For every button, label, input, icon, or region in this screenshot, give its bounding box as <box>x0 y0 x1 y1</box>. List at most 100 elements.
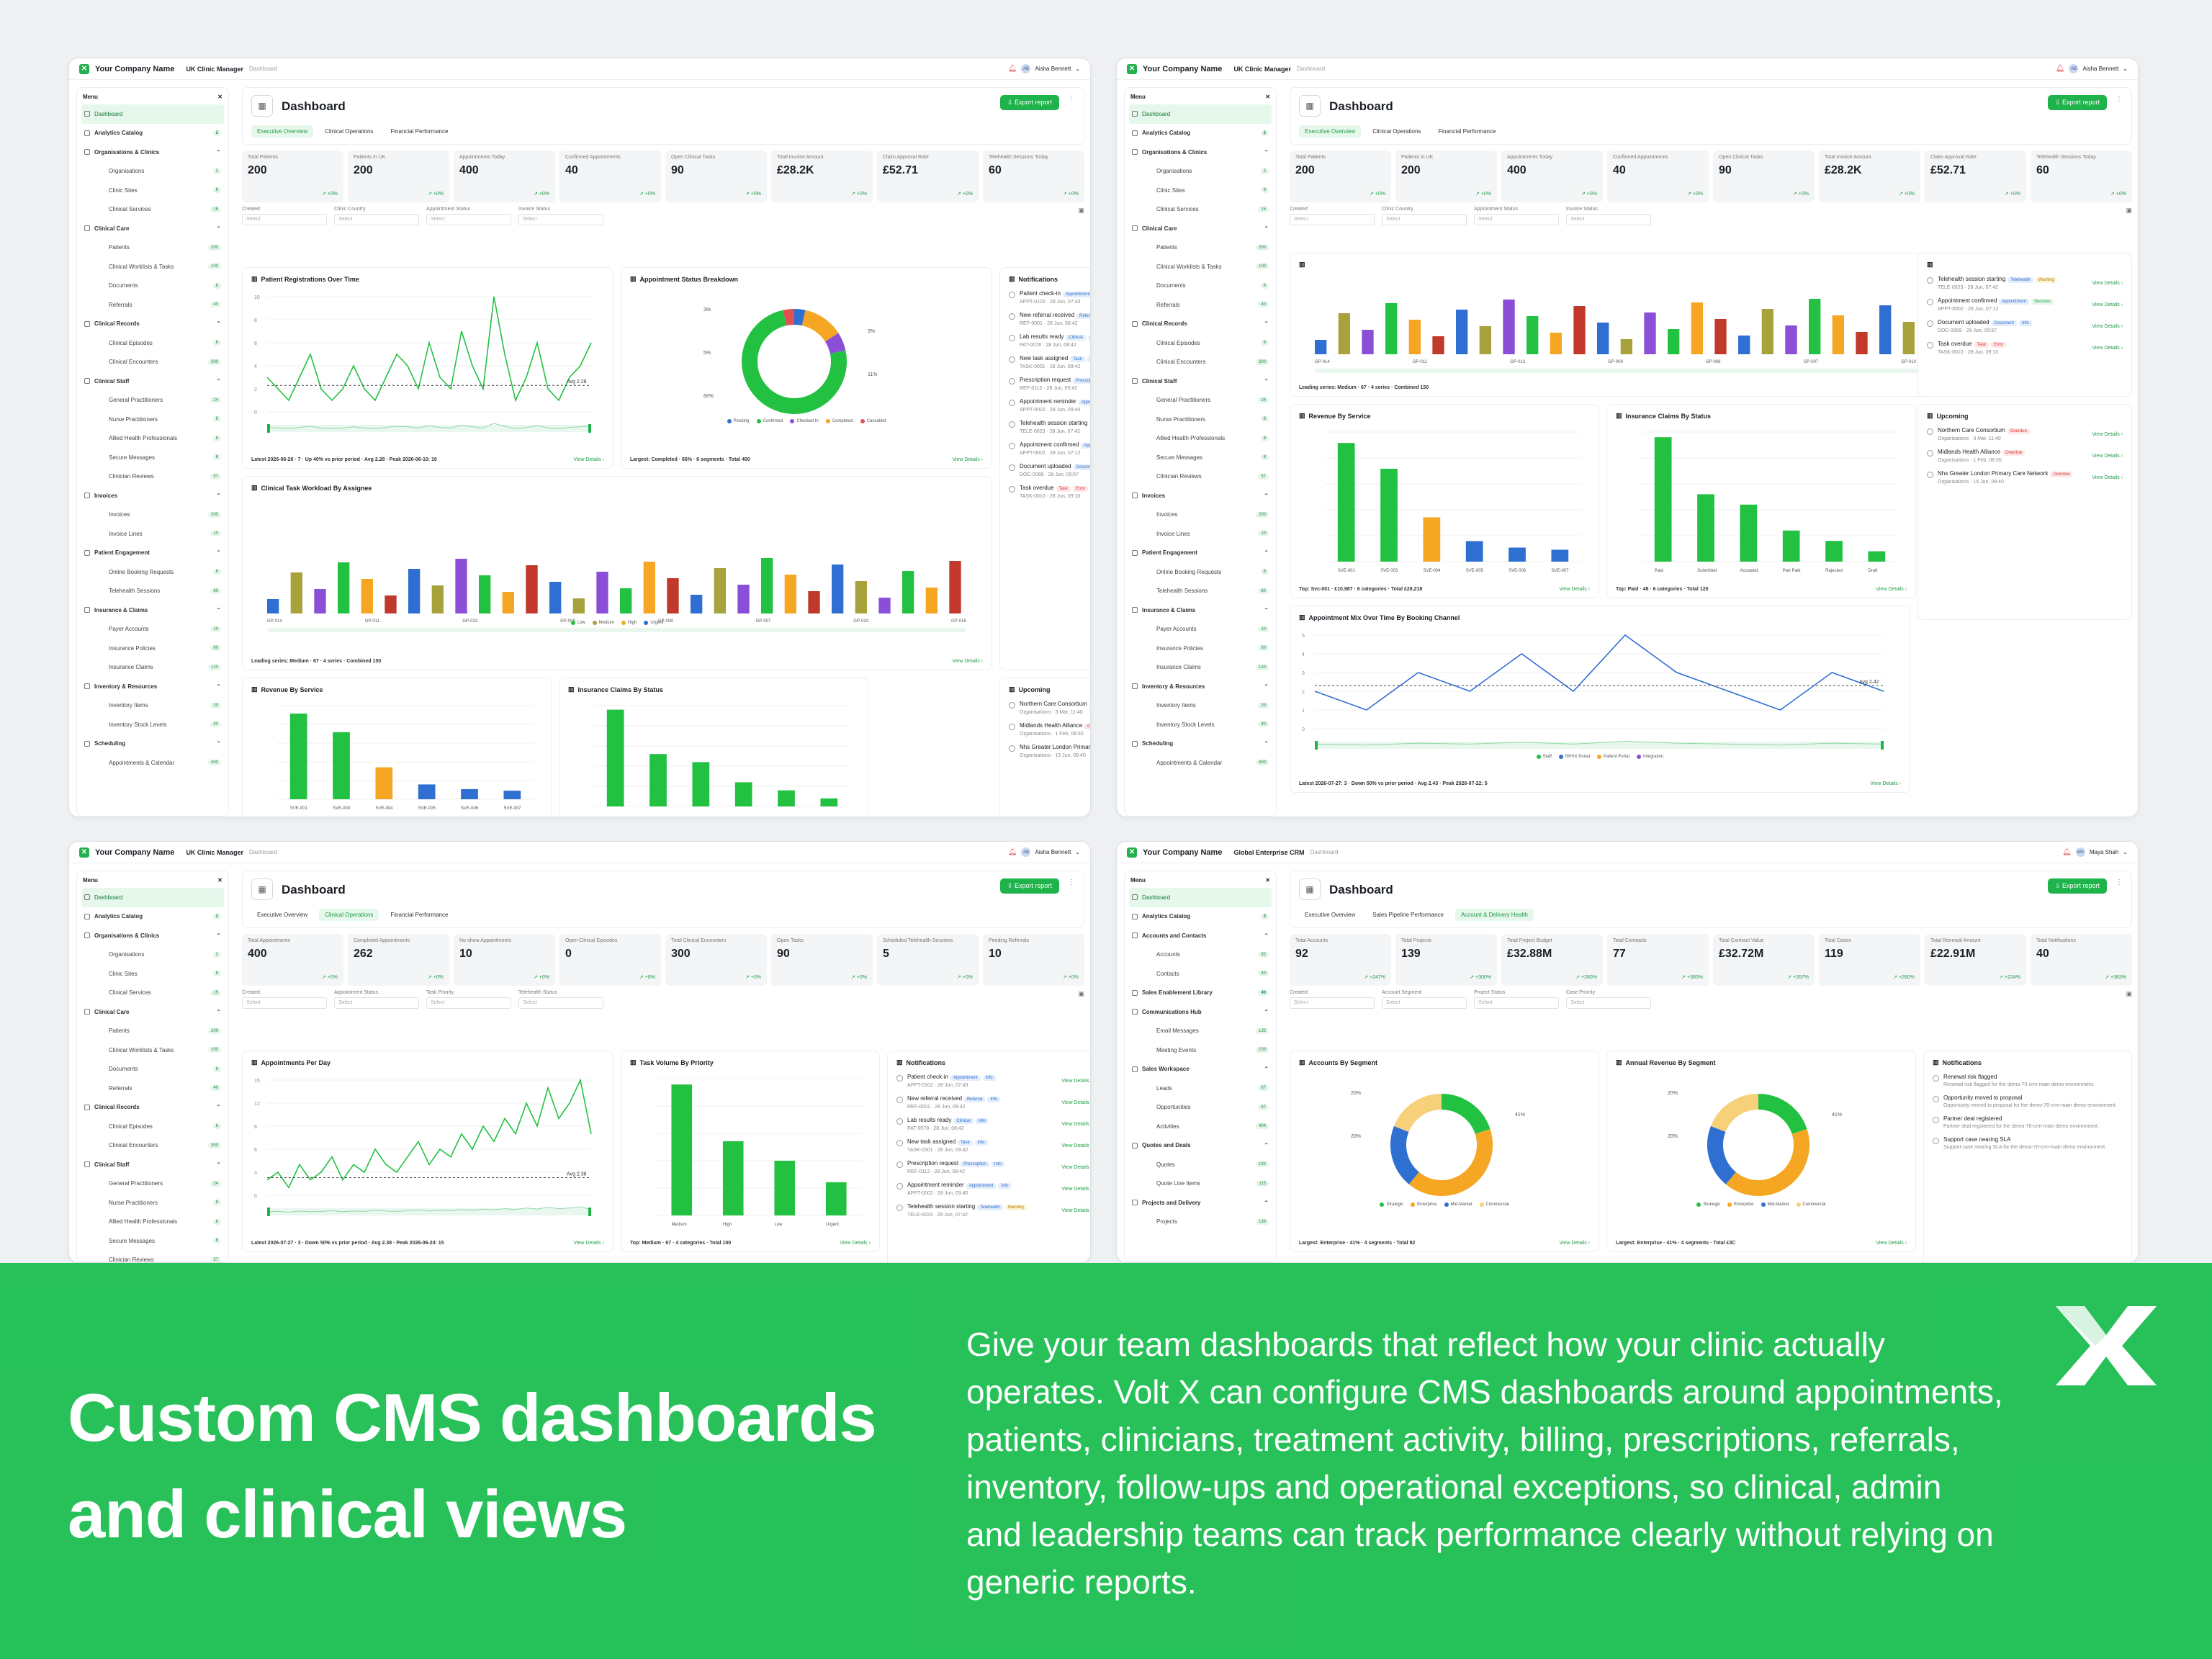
view-details-link[interactable]: View Details › <box>1559 587 1590 592</box>
filter-select[interactable]: Select <box>426 997 511 1009</box>
filter-field[interactable]: Created Select <box>242 990 327 1009</box>
chevron-up-icon[interactable]: ⌃ <box>1264 932 1269 939</box>
sidebar-item[interactable]: Organisations & Clinics ⌃ <box>81 926 224 945</box>
sidebar-item[interactable]: Insurance Claims 120 <box>81 658 224 678</box>
view-details-link[interactable]: View Details › <box>573 457 604 462</box>
kpi-card[interactable]: Pending Referrals 10 ↗ +0% <box>983 934 1084 986</box>
view-details-link[interactable]: View Details › <box>2092 323 2123 329</box>
sidebar-item[interactable]: Referrals 40 <box>1129 295 1272 315</box>
sidebar-item[interactable]: Email Messages 135 <box>1129 1022 1272 1041</box>
sidebar-item[interactable]: Nurse Practitioners 8 <box>81 410 224 429</box>
sidebar-item[interactable]: Patients 200 <box>1129 238 1272 258</box>
sidebar-item[interactable]: Accounts and Contacts ⌃ <box>1129 926 1272 945</box>
tab[interactable]: Sales Pipeline Performance <box>1372 912 1444 918</box>
workspace-name[interactable]: Global Enterprise CRM <box>1233 848 1305 856</box>
chevron-down-icon[interactable]: ⌄ <box>1075 849 1080 855</box>
sidebar-item[interactable]: Dashboard <box>81 104 224 124</box>
sidebar-item[interactable]: Organisations & Clinics ⌃ <box>1129 143 1272 162</box>
sidebar-item[interactable]: Secure Messages 8 <box>81 1231 224 1251</box>
export-report-button[interactable]: ⇩ Export report <box>999 95 1059 110</box>
filter-select[interactable]: Select <box>242 214 327 225</box>
export-report-button[interactable]: ⇩ Export report <box>2047 95 2107 110</box>
kpi-card[interactable]: Total Accounts 92 ↗ +247% <box>1290 934 1391 986</box>
sidebar-item[interactable]: Clinician Reviews 57 <box>81 1251 224 1262</box>
kpi-card[interactable]: Total Project Budget £32.88M ↗ +280% <box>1501 934 1603 986</box>
calendar-icon[interactable]: ▣ <box>2126 207 2132 214</box>
sidebar-item[interactable]: Insurance & Claims ⌃ <box>81 601 224 620</box>
notification-bell-icon[interactable]: 🔔︎ <box>2055 65 2065 73</box>
export-report-button[interactable]: ⇩ Export report <box>999 878 1059 894</box>
filter-field[interactable]: Created Select <box>242 207 327 225</box>
sidebar-item[interactable]: General Practitioners 24 <box>81 391 224 410</box>
tab[interactable]: Executive Overview <box>251 125 314 138</box>
sidebar-item[interactable]: Nurse Practitioners 8 <box>1129 410 1272 429</box>
kpi-card[interactable]: Total Projects 139 ↗ +300% <box>1395 934 1497 986</box>
sidebar-item[interactable]: Organisations 2 <box>81 945 224 965</box>
filter-field[interactable]: Case Priority Select <box>1566 990 1651 1009</box>
legend-item[interactable]: Mid-Market <box>1761 1202 1789 1207</box>
notification-item[interactable]: Support case nearing SLA Support case nea… <box>1933 1136 2123 1150</box>
breadcrumb[interactable]: Dashboard <box>248 66 278 72</box>
view-details-link[interactable]: View Details › <box>1559 1241 1590 1246</box>
sidebar-item[interactable]: Invoices ⌃ <box>81 486 224 505</box>
kpi-card[interactable]: Claim Approval Rate £52.71 ↗ +0% <box>877 150 979 202</box>
kpi-card[interactable]: Scheduled Telehealth Sessions 5 ↗ +0% <box>877 934 979 986</box>
chevron-up-icon[interactable]: ⌃ <box>1264 492 1269 499</box>
kpi-card[interactable]: Total Patients 200 ↗ +0% <box>242 150 343 202</box>
view-details-link[interactable]: View Details › <box>1061 1100 1091 1105</box>
kpi-card[interactable]: Open Clinical Tasks 90 ↗ +0% <box>1713 150 1815 202</box>
kpi-card[interactable]: Confirmed Appointments 40 ↗ +0% <box>1607 150 1709 202</box>
chevron-up-icon[interactable]: ⌃ <box>1264 148 1269 156</box>
sidebar-item[interactable]: Clinical Care ⌃ <box>81 219 224 238</box>
chevron-up-icon[interactable]: ⌃ <box>1264 549 1269 557</box>
kpi-card[interactable]: Total Renewal Amount £22.91M ↗ +224% <box>1925 934 2026 986</box>
avatar[interactable]: AB <box>1021 848 1031 857</box>
filter-select[interactable]: Select <box>1474 214 1559 225</box>
filter-select[interactable]: Select <box>1566 214 1651 225</box>
filter-field[interactable]: Project Status Select <box>1474 990 1559 1009</box>
filter-field[interactable]: Invoice Status Select <box>1566 207 1651 225</box>
sidebar-item[interactable]: Clinical Records ⌃ <box>1129 315 1272 334</box>
sidebar-item[interactable]: Payer Accounts 10 <box>81 620 224 639</box>
legend-item[interactable]: Commercial <box>1796 1202 1826 1207</box>
sidebar-item[interactable]: Allied Health Professionals 8 <box>81 429 224 449</box>
chevron-up-icon[interactable]: ⌃ <box>1264 1008 1269 1015</box>
sidebar-item[interactable]: Inventory Items 20 <box>1129 696 1272 716</box>
sidebar-item[interactable]: Clinical Encounters 300 <box>1129 353 1272 372</box>
filter-select[interactable]: Select <box>334 214 419 225</box>
view-details-link[interactable]: View Details › <box>1061 1186 1091 1192</box>
tab[interactable]: Financial Performance <box>390 128 449 135</box>
chevron-up-icon[interactable]: ⌃ <box>216 148 221 156</box>
chevron-up-icon[interactable]: ⌃ <box>216 1008 221 1015</box>
chevron-up-icon[interactable]: ⌃ <box>1264 1142 1269 1149</box>
sidebar-item[interactable]: Clinical Episodes 6 <box>1129 333 1272 353</box>
sidebar-item[interactable]: Invoices 200 <box>81 505 224 525</box>
sidebar-item[interactable]: Clinical Services 15 <box>1129 200 1272 220</box>
more-options-icon[interactable]: ⋮ <box>1068 95 1075 103</box>
notification-item[interactable]: Nhs Greater London Primary Care NetworkO… <box>1009 744 1090 758</box>
user-menu[interactable]: 🔔︎ AB Aisha Bennett ⌄ <box>2056 64 2128 73</box>
legend-item[interactable]: Staff <box>1536 755 1552 759</box>
kpi-card[interactable]: Total Cases 119 ↗ +260% <box>1819 934 1920 986</box>
legend-item[interactable]: Strategic <box>1380 1202 1403 1207</box>
sidebar-item[interactable]: Clinical Worklists & Tasks 100 <box>81 257 224 276</box>
sidebar-item[interactable]: Analytics Catalog 2 <box>81 907 224 927</box>
kpi-card[interactable]: Confirmed Appointments 40 ↗ +0% <box>559 150 661 202</box>
legend-item[interactable]: High <box>621 621 637 625</box>
calendar-icon[interactable]: ▣ <box>1078 990 1084 997</box>
filter-select[interactable]: Select <box>1382 214 1467 225</box>
legend-item[interactable]: Urgent <box>644 621 663 625</box>
filter-select[interactable]: Select <box>1474 997 1559 1009</box>
workspace-name[interactable]: UK Clinic Manager <box>186 65 243 73</box>
sidebar-item[interactable]: Clinical Records ⌃ <box>81 315 224 334</box>
chevron-up-icon[interactable]: ⌃ <box>216 377 221 385</box>
chevron-up-icon[interactable]: ⌃ <box>1264 225 1269 232</box>
